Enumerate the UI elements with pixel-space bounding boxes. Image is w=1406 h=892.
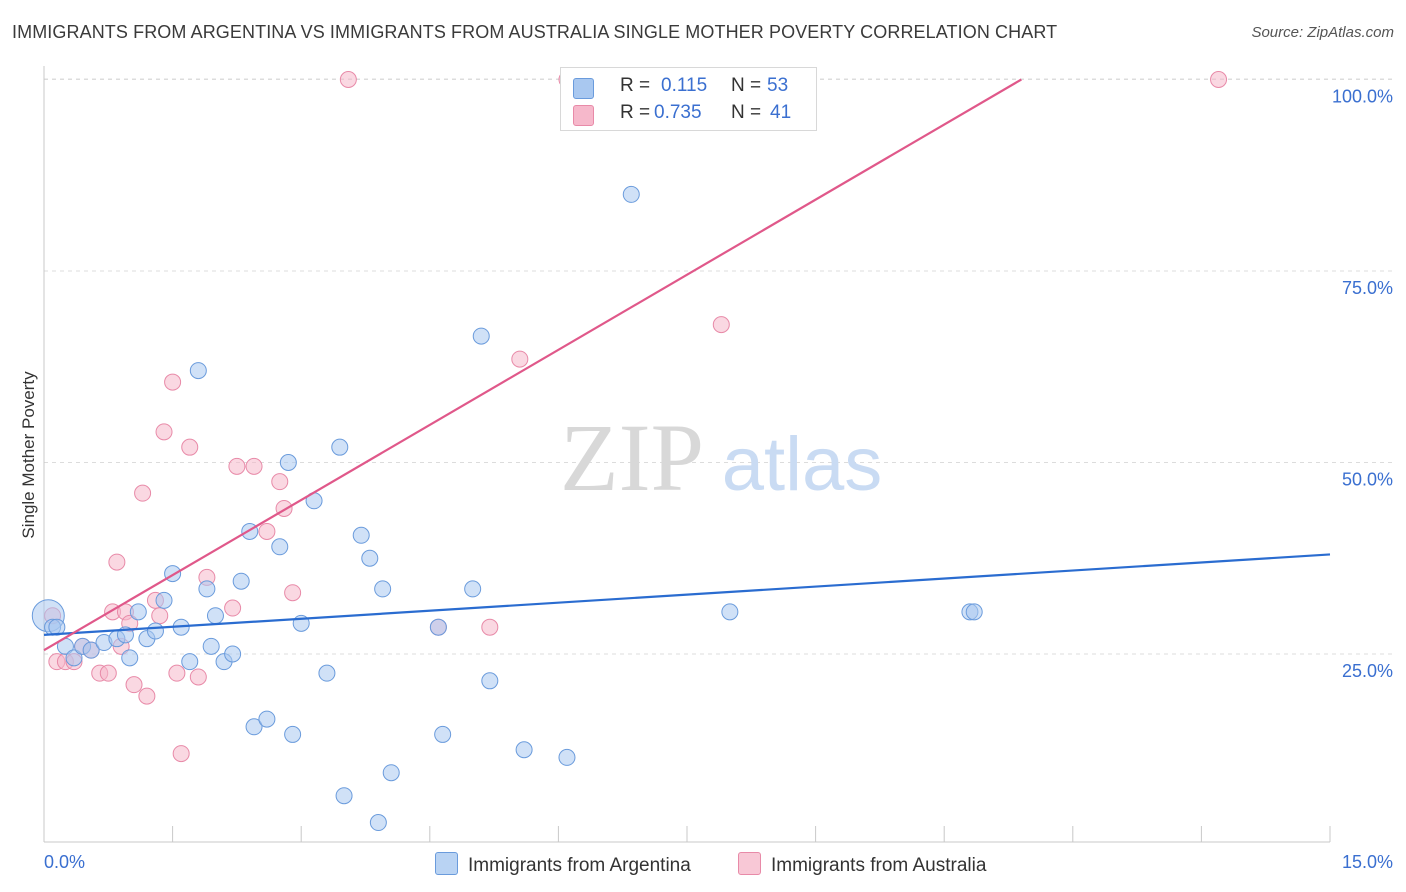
point-argentina (481, 672, 499, 690)
chart-title: IMMIGRANTS FROM ARGENTINA VS IMMIGRANTS … (12, 22, 1058, 42)
point-argentina (146, 622, 164, 640)
legend-n-label: N = (731, 102, 762, 123)
y-tick-label-100: 100.0% (1332, 87, 1393, 107)
point-australia (228, 457, 246, 475)
point-argentina (382, 764, 400, 782)
point-australia (271, 473, 289, 491)
point-australia (164, 373, 182, 391)
point-australia (712, 316, 730, 334)
point-argentina (258, 710, 276, 728)
point-australia (224, 599, 242, 617)
point-argentina (82, 641, 100, 659)
point-australia (339, 71, 357, 88)
point-argentina (429, 618, 447, 636)
legend-n-value: 53 (767, 75, 789, 96)
point-argentina (65, 649, 83, 667)
series-argentina-points (31, 185, 983, 832)
point-australia (511, 350, 529, 368)
point-argentina (622, 185, 640, 203)
legend-r-value: 0.115 (661, 75, 708, 96)
point-argentina (369, 814, 387, 832)
point-argentina (558, 748, 576, 766)
point-argentina (181, 653, 199, 671)
y-tick-label-50: 50.0% (1342, 470, 1393, 490)
point-argentina (335, 787, 353, 805)
bottom-legend-label-australia: Immigrants from Australia (771, 855, 987, 876)
watermark-atlas: atlas (722, 422, 883, 507)
point-australia (284, 584, 302, 602)
y-tick-label-75: 75.0% (1342, 278, 1393, 298)
point-argentina (155, 591, 173, 609)
point-argentina (284, 725, 302, 743)
legend-swatch-australia (573, 105, 594, 126)
correlation-legend: R = 0.115 N = 53 R = 0.735 N = 41 (560, 67, 817, 131)
point-australia (134, 484, 152, 502)
legend-r-value: 0.735 (654, 102, 702, 123)
point-australia (172, 745, 190, 763)
bottom-legend-argentina: Immigrants from Argentina (435, 852, 691, 877)
point-australia (99, 664, 117, 682)
point-australia (125, 676, 143, 694)
trend-lines (43, 78, 1331, 652)
trend-line-argentina (43, 553, 1331, 636)
point-argentina (48, 618, 66, 636)
watermark-zip: ZIP (560, 404, 704, 511)
point-argentina (198, 580, 216, 598)
point-australia (481, 618, 499, 636)
legend-n-label: N = (731, 75, 762, 96)
point-argentina (189, 362, 207, 380)
point-australia (155, 423, 173, 441)
point-argentina (434, 725, 452, 743)
point-argentina (121, 649, 139, 667)
legend-r-label: R = (620, 102, 651, 123)
point-argentina (464, 580, 482, 598)
y-tick-label-25: 25.0% (1342, 661, 1393, 681)
bottom-legend-swatch-australia (738, 852, 761, 875)
point-australia (138, 687, 156, 705)
point-australia (189, 668, 207, 686)
point-argentina (515, 741, 533, 759)
legend-swatch-argentina (573, 78, 594, 99)
x-tick-label-min: 0.0% (44, 852, 86, 872)
grid-lines (44, 78, 1395, 655)
point-argentina (361, 549, 379, 567)
trend-line-australia (43, 78, 1022, 652)
legend-r-label: R = (620, 75, 651, 96)
point-australia (108, 553, 126, 571)
point-argentina (202, 637, 220, 655)
y-tick-labels: 25.0% 50.0% 75.0% 100.0% (1332, 87, 1393, 682)
point-argentina (374, 580, 392, 598)
point-argentina (129, 603, 147, 621)
point-argentina (245, 718, 263, 736)
point-australia (168, 664, 186, 682)
bottom-legend-swatch-argentina (435, 852, 458, 875)
bottom-legend-label-argentina: Immigrants from Argentina (468, 855, 691, 876)
point-argentina (206, 607, 224, 625)
point-argentina (318, 664, 336, 682)
point-australia (151, 607, 169, 625)
point-australia (181, 438, 199, 456)
point-australia (1210, 71, 1228, 88)
point-argentina (279, 454, 297, 471)
point-argentina (224, 645, 242, 663)
bottom-legend-australia: Immigrants from Australia (738, 852, 986, 877)
point-australia (258, 522, 276, 540)
x-tick-label-max: 15.0% (1341, 852, 1393, 872)
point-argentina (331, 438, 349, 456)
legend-n-value: 41 (770, 102, 792, 123)
point-australia (245, 457, 263, 475)
point-argentina (271, 538, 289, 556)
point-argentina (352, 526, 370, 544)
point-argentina (472, 327, 490, 345)
point-argentina (721, 603, 739, 621)
point-argentina (965, 603, 983, 621)
source-label: Source: ZipAtlas.com (1251, 24, 1394, 41)
axes (43, 66, 1331, 843)
watermark: ZIP atlas (560, 404, 882, 511)
point-argentina (232, 572, 250, 590)
